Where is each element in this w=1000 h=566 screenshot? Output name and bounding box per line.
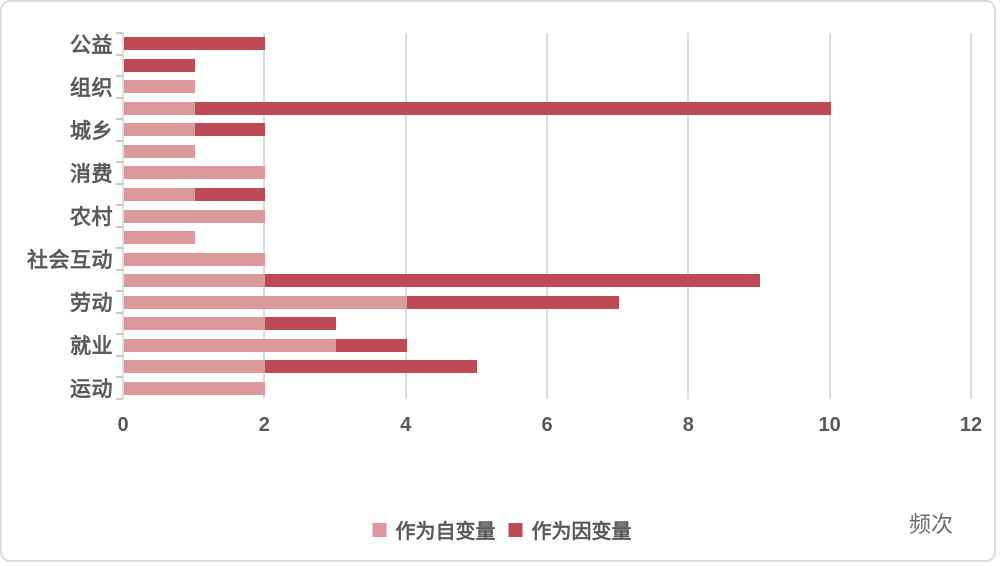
bar-segment-dependent-row-12 [265, 274, 760, 288]
bar-segment-dependent-row-2 [124, 58, 195, 72]
x-axis-title: 频次 [909, 512, 954, 537]
y-axis-tick [116, 247, 123, 250]
legend-label-dependent: 作为因变量 [531, 521, 632, 543]
y-axis-tick [116, 139, 123, 142]
bar-segment-dependent-row-1 [124, 37, 266, 51]
legend: 作为自变量 作为因变量 [372, 515, 632, 544]
bar-segment-independent-row-13 [124, 295, 407, 309]
bar-segment-independent-row-10 [124, 231, 195, 245]
bar-segment-dependent-row-13 [406, 295, 619, 309]
bar-segment-independent-row-9 [124, 209, 266, 223]
y-axis-tick [116, 75, 123, 78]
bar-segment-independent-row-5 [124, 123, 195, 137]
bar-segment-dependent-row-8 [194, 187, 266, 201]
legend-swatch-independent [372, 522, 387, 537]
gridline-x-10 [828, 33, 831, 399]
y-axis-tick [116, 225, 123, 228]
bar-segment-independent-row-11 [124, 252, 266, 266]
bar-segment-dependent-row-5 [194, 123, 266, 137]
bar-segment-dependent-row-4 [194, 101, 831, 115]
y-axis-tick [116, 53, 123, 56]
category-label-农村: 农村 [70, 206, 113, 229]
y-axis-tick [116, 268, 123, 271]
gridline-x-12 [970, 33, 972, 399]
gridline-x-0 [122, 33, 124, 399]
y-axis-tick [116, 161, 123, 164]
legend-swatch-dependent [508, 522, 523, 537]
bar-segment-independent-row-16 [124, 360, 266, 374]
legend-item-independent: 作为自变量 [372, 515, 496, 544]
bar-segment-independent-row-17 [124, 381, 266, 395]
bar-segment-dependent-row-14 [265, 317, 336, 331]
category-label-就业: 就业 [70, 335, 113, 359]
y-axis-tick [116, 311, 123, 314]
legend-label-independent: 作为自变量 [395, 521, 496, 543]
category-label-社会互动: 社会互动 [27, 249, 113, 273]
category-label-组织: 组织 [70, 76, 113, 100]
y-axis-tick [116, 118, 123, 121]
y-axis-tick [116, 290, 123, 293]
gridline-x-8 [687, 33, 690, 399]
category-label-城乡: 城乡 [70, 119, 113, 143]
y-axis-tick [116, 376, 123, 379]
y-axis-tick [116, 398, 123, 400]
category-label-公益: 公益 [70, 33, 113, 57]
bar-segment-dependent-row-15 [336, 338, 407, 352]
x-tick-label-0: 0 [117, 414, 129, 436]
bar-segment-independent-row-8 [124, 187, 195, 201]
bar-segment-independent-row-6 [124, 144, 195, 158]
bar-segment-independent-row-3 [124, 80, 195, 94]
bar-segment-independent-row-12 [124, 274, 266, 288]
bar-segment-independent-row-15 [124, 338, 336, 352]
category-label-消费: 消费 [70, 162, 113, 186]
gridline-x-6 [546, 33, 548, 399]
y-axis-tick [116, 204, 123, 207]
y-axis-tick [116, 96, 123, 99]
category-label-运动: 运动 [70, 378, 113, 402]
category-label-劳动: 劳动 [70, 292, 113, 316]
x-tick-label-6: 6 [541, 414, 553, 436]
x-tick-label-12: 12 [959, 414, 983, 436]
y-axis-tick [116, 354, 123, 357]
bar-segment-dependent-row-16 [265, 360, 478, 374]
legend-item-dependent: 作为因变量 [508, 515, 632, 544]
y-axis-tick [116, 182, 123, 185]
plot-area [116, 32, 972, 400]
x-tick-label-2: 2 [258, 414, 270, 436]
x-tick-label-10: 10 [818, 414, 841, 436]
y-axis-tick [116, 333, 123, 336]
y-axis-tick [116, 32, 123, 34]
x-tick-label-8: 8 [682, 414, 694, 436]
x-tick-label-4: 4 [400, 414, 412, 436]
gridline-x-4 [404, 33, 407, 399]
bar-segment-independent-row-4 [124, 101, 195, 115]
bar-segment-independent-row-14 [124, 317, 266, 331]
bar-segment-independent-row-7 [124, 166, 266, 180]
